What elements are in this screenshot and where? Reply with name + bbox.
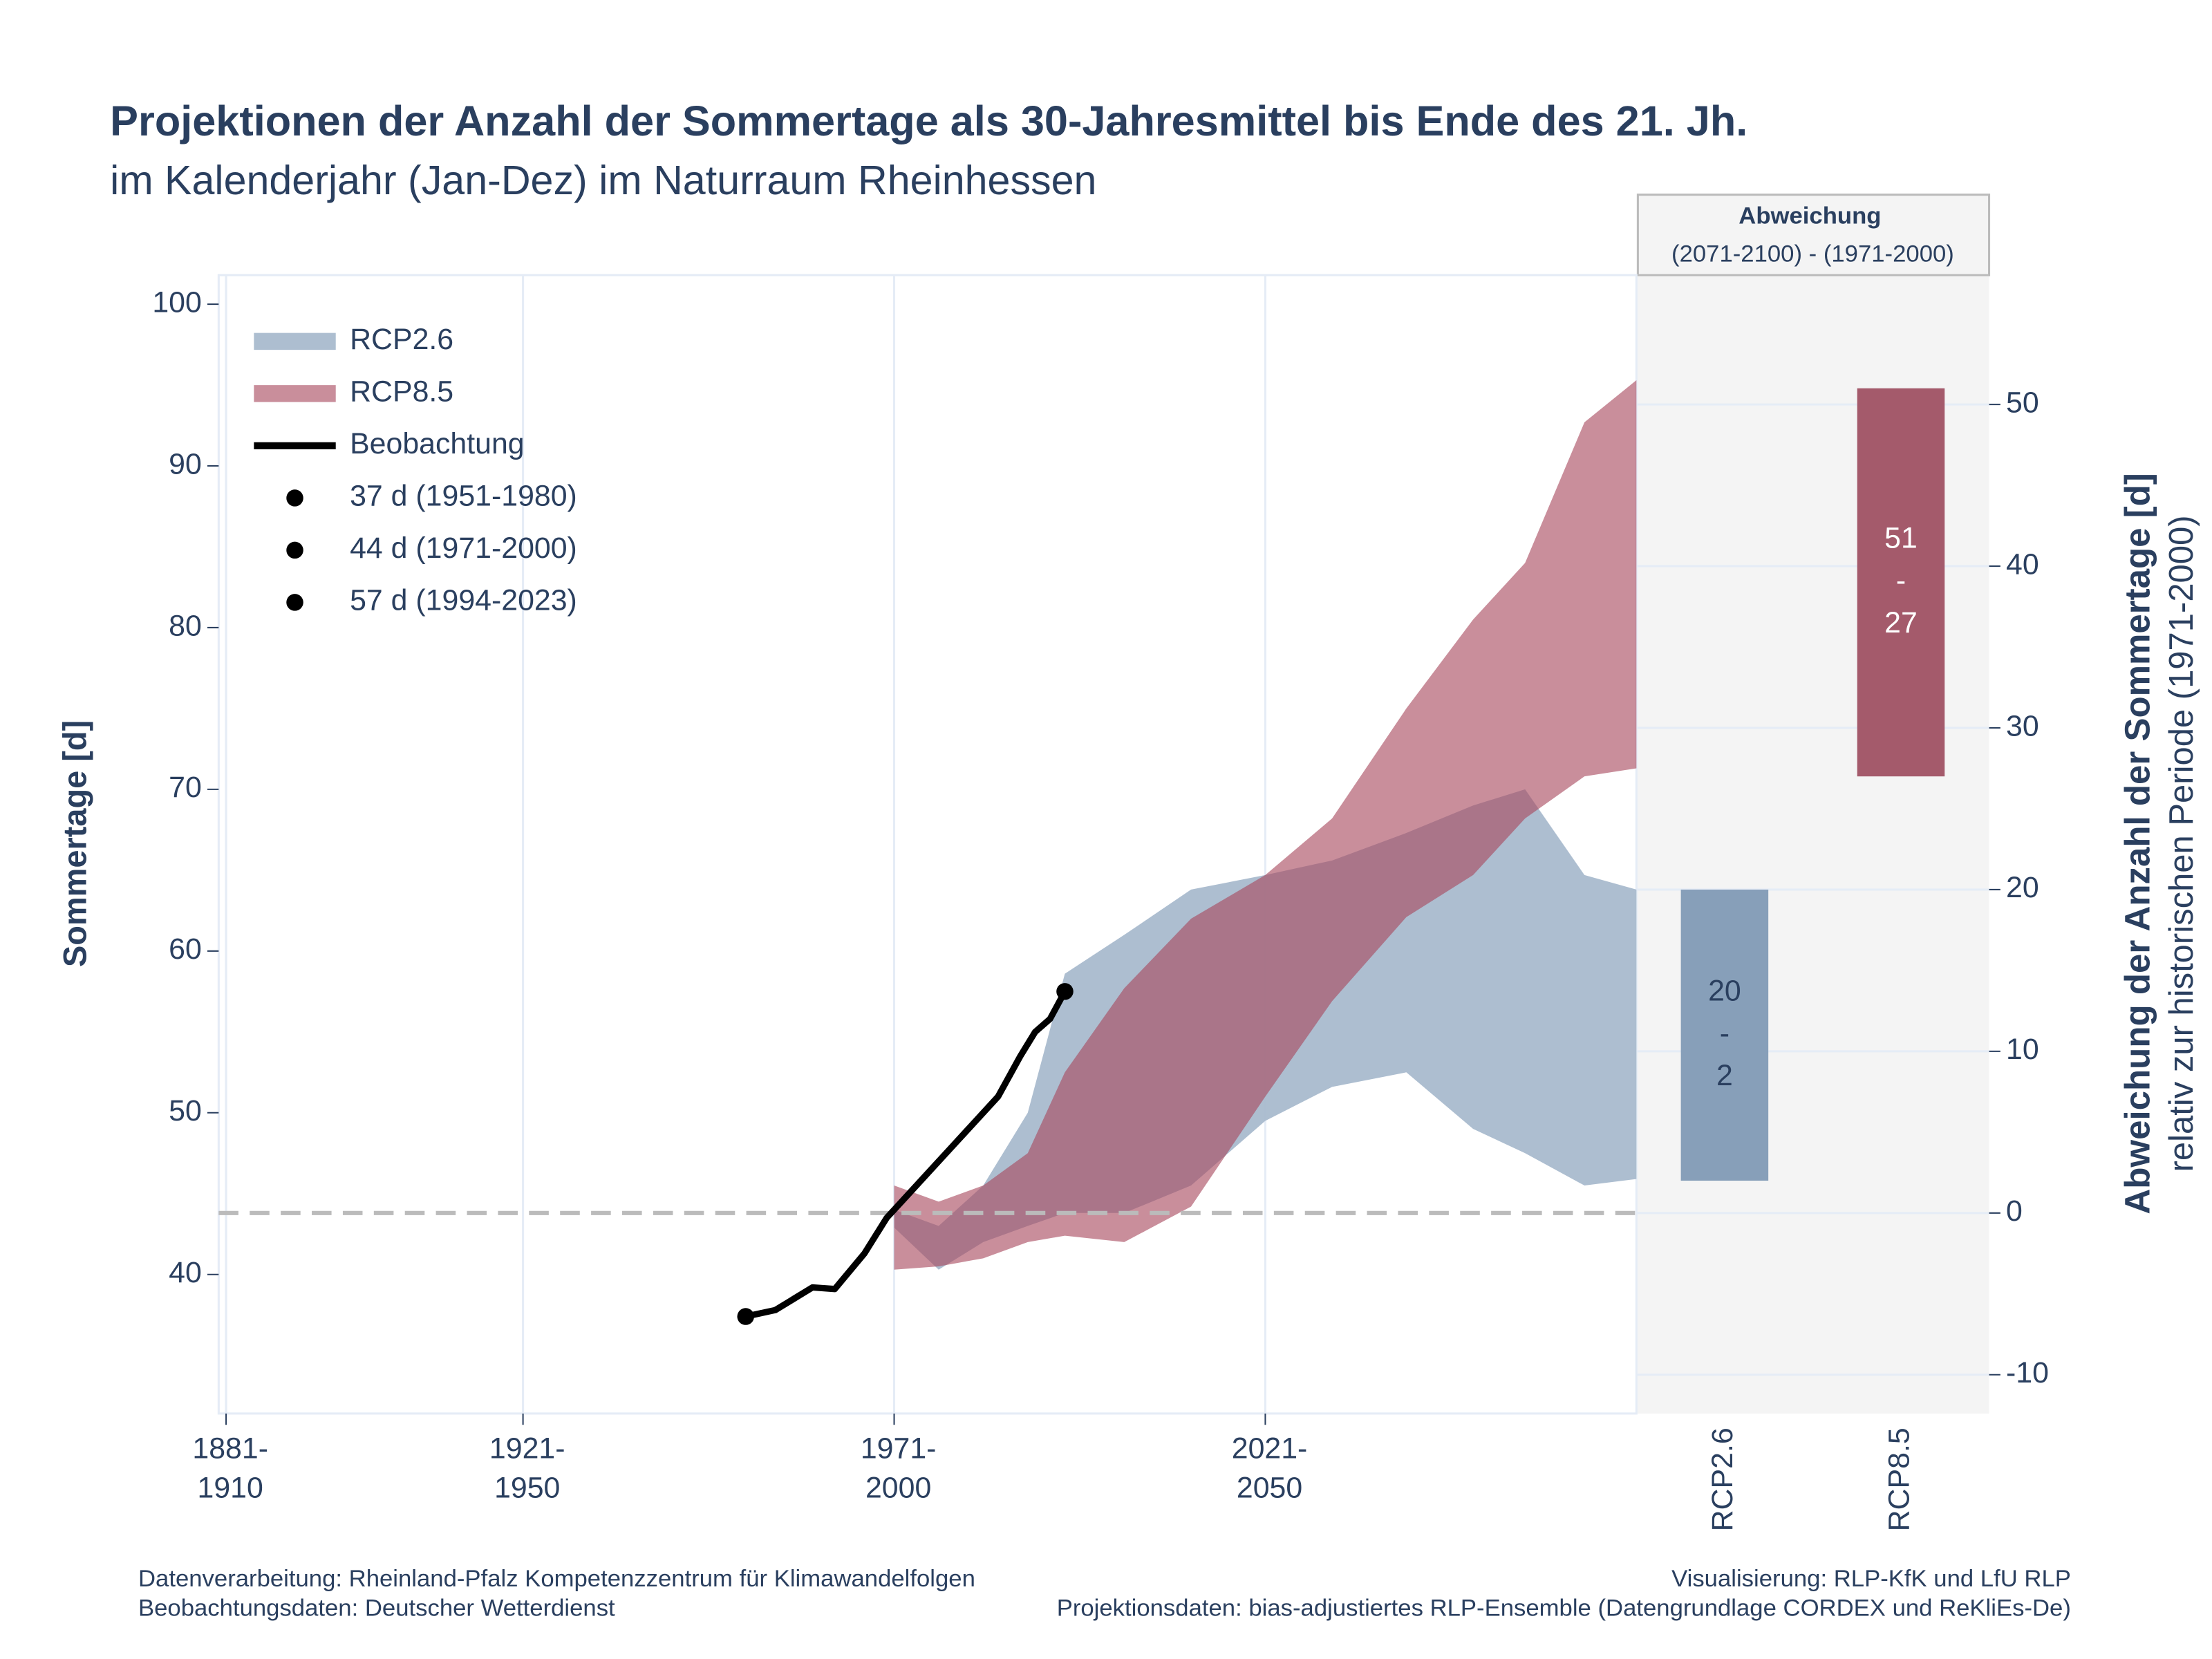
footer-text: Datenverarbeitung: Rheinland-Pfalz Kompe… bbox=[138, 1566, 975, 1592]
y-tick-label: 80 bbox=[169, 609, 202, 642]
y-axis-title: Sommertage [d] bbox=[57, 720, 93, 967]
bar-label: - bbox=[1720, 1017, 1730, 1050]
bar bbox=[1857, 388, 1945, 777]
bar bbox=[1680, 889, 1769, 1181]
y2-tick-label: 50 bbox=[2006, 386, 2039, 419]
chart-title: Projektionen der Anzahl der Sommertage a… bbox=[110, 97, 1747, 144]
legend-label: 37 d (1951-1980) bbox=[350, 480, 577, 513]
x-tick-label: 1971- bbox=[861, 1432, 937, 1465]
y2-tick-label: 30 bbox=[2006, 709, 2039, 742]
observation-point bbox=[737, 1308, 754, 1325]
panel-title: Abweichung bbox=[1738, 203, 1881, 229]
legend-label: 44 d (1971-2000) bbox=[350, 532, 577, 565]
observation-line bbox=[744, 990, 1068, 1320]
footer-text: Visualisierung: RLP-KfK und LfU RLP bbox=[1671, 1566, 2071, 1592]
x-tick-label: 1910 bbox=[198, 1471, 263, 1504]
area-band bbox=[894, 380, 1637, 1270]
y-tick-label: 40 bbox=[169, 1256, 202, 1289]
y2-tick-label: 10 bbox=[2006, 1033, 2039, 1066]
bar-label: - bbox=[1896, 564, 1906, 597]
observation-point bbox=[1056, 983, 1074, 1000]
bar-label: 2 bbox=[1716, 1059, 1733, 1092]
y-tick-label: 100 bbox=[152, 285, 201, 319]
category-label: RCP2.6 bbox=[1706, 1427, 1739, 1531]
y2-tick-label: 20 bbox=[2006, 871, 2039, 904]
y2-tick-label: -10 bbox=[2006, 1356, 2049, 1389]
x-tick-label: 2021- bbox=[1232, 1432, 1308, 1465]
chart-subtitle: im Kalenderjahr (Jan-Dez) im Naturraum R… bbox=[110, 157, 1096, 203]
legend-label: 57 d (1994-2023) bbox=[350, 584, 577, 617]
bar-label: 51 bbox=[1884, 522, 1918, 555]
bar-label: 27 bbox=[1884, 606, 1918, 639]
legend-dot bbox=[286, 489, 303, 507]
y-tick-label: 50 bbox=[169, 1094, 202, 1127]
x-tick-label: 2000 bbox=[865, 1471, 931, 1504]
legend-label: RCP8.5 bbox=[350, 375, 453, 409]
x-tick-label: 2050 bbox=[1237, 1471, 1302, 1504]
category-label: RCP8.5 bbox=[1882, 1427, 1915, 1531]
footer-text: Beobachtungsdaten: Deutscher Wetterdiens… bbox=[138, 1595, 615, 1622]
y-tick-label: 60 bbox=[169, 932, 202, 966]
footer-text: Projektionsdaten: bias-adjustiertes RLP-… bbox=[1057, 1595, 2071, 1622]
y2-tick-label: 0 bbox=[2006, 1194, 2023, 1228]
y2-tick-label: 40 bbox=[2006, 547, 2039, 581]
x-tick-label: 1950 bbox=[494, 1471, 560, 1504]
panel-subtitle: (2071-2100) - (1971-2000) bbox=[1671, 241, 1954, 268]
panel-header bbox=[1636, 194, 1991, 276]
legend-label: RCP2.6 bbox=[350, 323, 453, 356]
y2-axis-title: Abweichung der Anzahl der Sommertage [d] bbox=[2117, 473, 2157, 1214]
y2-axis-subtitle: relativ zur historischen Periode (1971-2… bbox=[2163, 515, 2200, 1172]
x-tick-label: 1921- bbox=[489, 1432, 565, 1465]
y-tick-label: 90 bbox=[169, 447, 202, 480]
x-tick-label: 1881- bbox=[192, 1432, 268, 1465]
y-tick-label: 70 bbox=[169, 771, 202, 804]
legend-label: Beobachtung bbox=[350, 427, 525, 460]
legend-dot bbox=[286, 594, 303, 611]
bar-label: 20 bbox=[1708, 975, 1741, 1008]
legend-dot bbox=[286, 541, 303, 559]
plot-frame bbox=[217, 274, 1638, 1415]
